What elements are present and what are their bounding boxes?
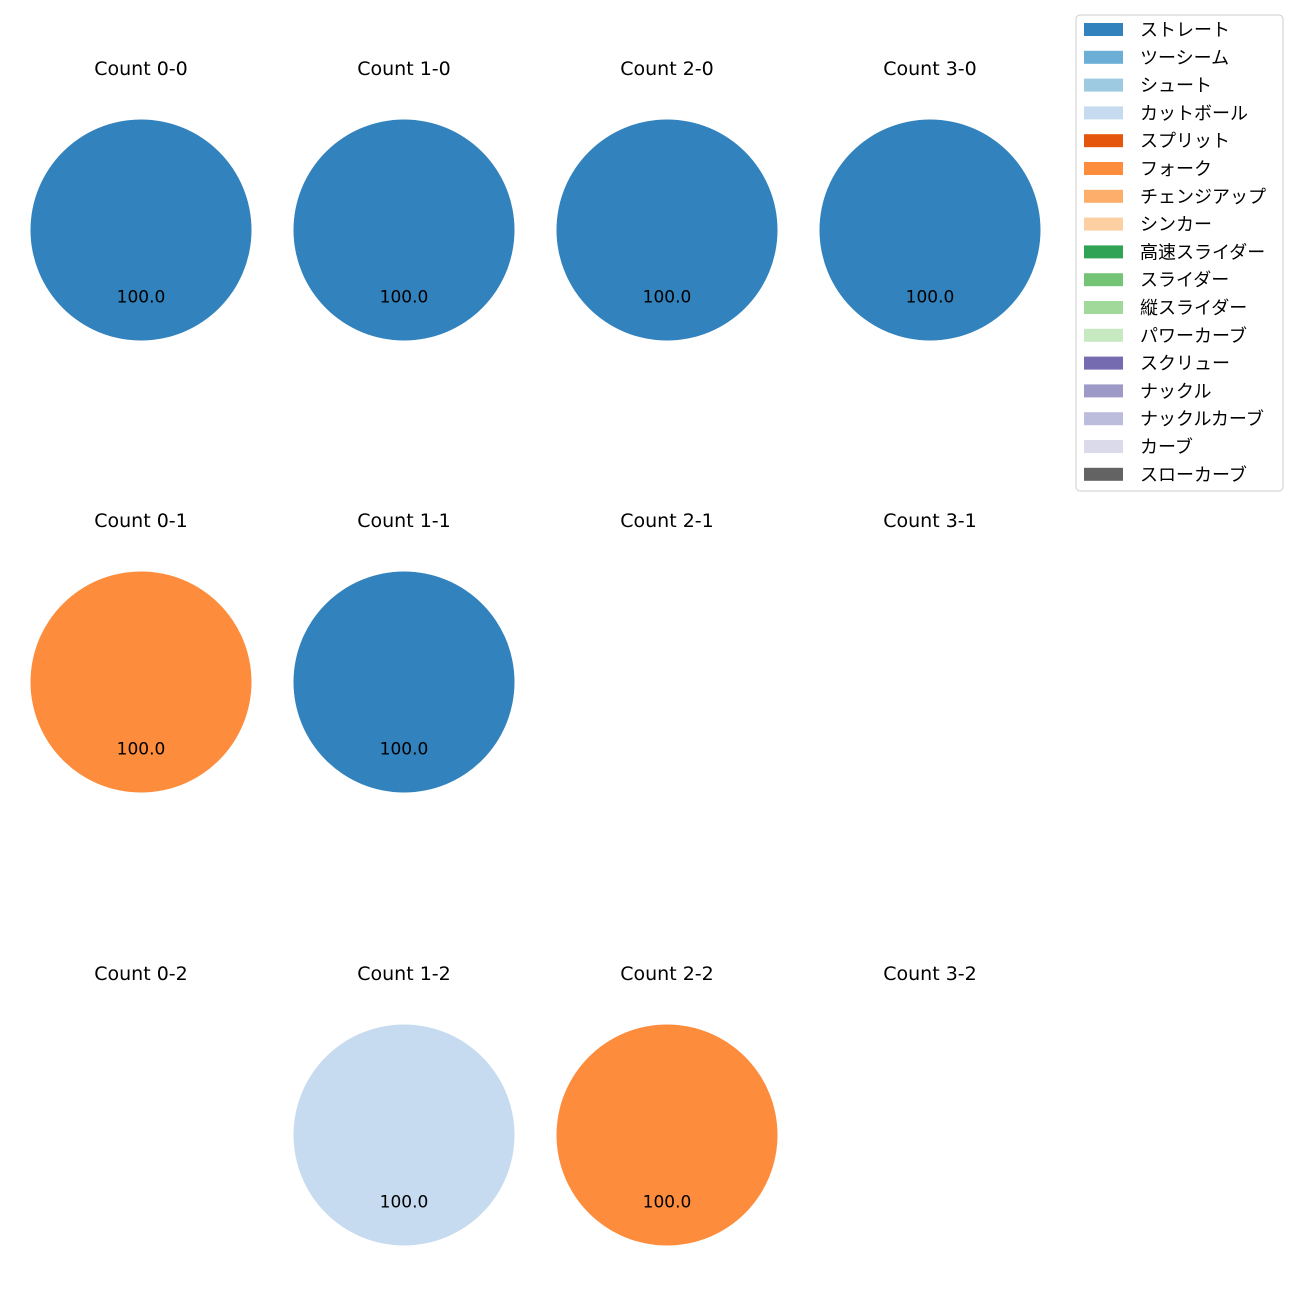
panel-title: Count 1-1 — [357, 510, 451, 532]
panel-title: Count 0-1 — [94, 510, 188, 532]
pie-panel: Count 1-2 100.0 — [293, 963, 515, 1246]
legend-label: スクリュー — [1140, 354, 1230, 375]
panel-title: Count 2-2 — [620, 963, 714, 985]
legend-swatch — [1084, 273, 1123, 287]
legend-swatch — [1084, 23, 1123, 36]
legend-swatch — [1084, 78, 1123, 92]
pie-slice — [293, 119, 515, 341]
panel-title: Count 2-0 — [620, 58, 714, 80]
legend-label: スローカーブ — [1140, 464, 1247, 486]
pie-panel: Count 2-1 — [620, 510, 714, 532]
pie-slice — [556, 119, 778, 341]
pie-slice — [30, 119, 252, 341]
legend-swatch — [1084, 162, 1123, 175]
legend-label: シュート — [1140, 76, 1212, 97]
pie-slice — [30, 571, 252, 793]
panel-title: Count 3-0 — [883, 58, 977, 80]
legend-label: フォーク — [1140, 159, 1212, 180]
slice-label: 100.0 — [906, 287, 955, 307]
slice-label: 100.0 — [117, 287, 166, 307]
pie-panel: Count 2-2 100.0 — [556, 963, 778, 1246]
panel-title: Count 3-1 — [883, 510, 977, 532]
legend-label: チェンジアップ — [1140, 187, 1266, 208]
slice-label: 100.0 — [643, 1192, 692, 1212]
legend-label: ナックルカーブ — [1140, 408, 1264, 430]
panel-title: Count 3-2 — [883, 963, 977, 985]
legend-swatch — [1084, 217, 1123, 231]
legend-label: シンカー — [1140, 215, 1212, 236]
pie-panel: Count 0-2 — [94, 963, 188, 985]
legend-label: ナックル — [1140, 381, 1211, 402]
legend-label: ストレート — [1140, 20, 1230, 41]
legend-swatch — [1084, 356, 1123, 370]
legend-label: 縦スライダー — [1140, 298, 1247, 319]
legend-label: スライダー — [1140, 270, 1229, 291]
pie-slice — [293, 1024, 515, 1246]
legend-swatch — [1084, 134, 1123, 148]
legend-swatch — [1084, 189, 1123, 203]
legend-swatch — [1084, 106, 1123, 120]
pie-panel: Count 0-1 100.0 — [30, 510, 252, 793]
legend: ストレートツーシームシュートカットボールスプリットフォークチェンジアップシンカー… — [1075, 14, 1284, 492]
panel-title: Count 0-2 — [94, 963, 188, 985]
legend-label: カットボール — [1140, 103, 1248, 124]
legend-swatch — [1084, 328, 1123, 342]
pie-slice — [819, 119, 1041, 341]
panel-title: Count 1-2 — [357, 963, 451, 985]
legend-label: パワーカーブ — [1140, 325, 1247, 347]
pie-panel: Count 1-0 100.0 — [293, 58, 515, 341]
legend-frame — [1075, 14, 1284, 492]
pie-slice — [293, 571, 515, 793]
panel-title: Count 2-1 — [620, 510, 714, 532]
legend-swatch — [1084, 412, 1123, 426]
legend-swatch — [1084, 384, 1123, 398]
pie-panel: Count 2-0 100.0 — [556, 58, 778, 341]
legend-label: スプリット — [1140, 131, 1230, 152]
legend-label: ツーシーム — [1140, 48, 1229, 69]
legend-label: 高速スライダー — [1140, 242, 1265, 263]
pie-panels: Count 0-0 100.0 Count 1-0 100.0 Count 2-0 100… — [30, 58, 1041, 1246]
slice-label: 100.0 — [643, 287, 692, 307]
pie-panel: Count 3-0 100.0 — [819, 58, 1041, 341]
legend-label: カーブ — [1140, 436, 1193, 458]
slice-label: 100.0 — [380, 1192, 429, 1212]
pie-panel: Count 0-0 100.0 — [30, 58, 252, 341]
legend-swatch — [1084, 467, 1123, 481]
pie-panel: Count 3-2 — [883, 963, 977, 985]
legend-swatch — [1084, 50, 1123, 64]
panel-title: Count 0-0 — [94, 58, 188, 80]
panel-title: Count 1-0 — [357, 58, 451, 80]
legend-swatch — [1084, 301, 1123, 314]
pie-slice — [556, 1024, 778, 1246]
pie-panel: Count 3-1 — [883, 510, 977, 532]
pie-panel: Count 1-1 100.0 — [293, 510, 515, 793]
slice-label: 100.0 — [380, 739, 429, 759]
legend-swatch — [1084, 245, 1123, 259]
slice-label: 100.0 — [117, 739, 166, 759]
legend-swatch — [1084, 440, 1123, 453]
slice-label: 100.0 — [380, 287, 429, 307]
